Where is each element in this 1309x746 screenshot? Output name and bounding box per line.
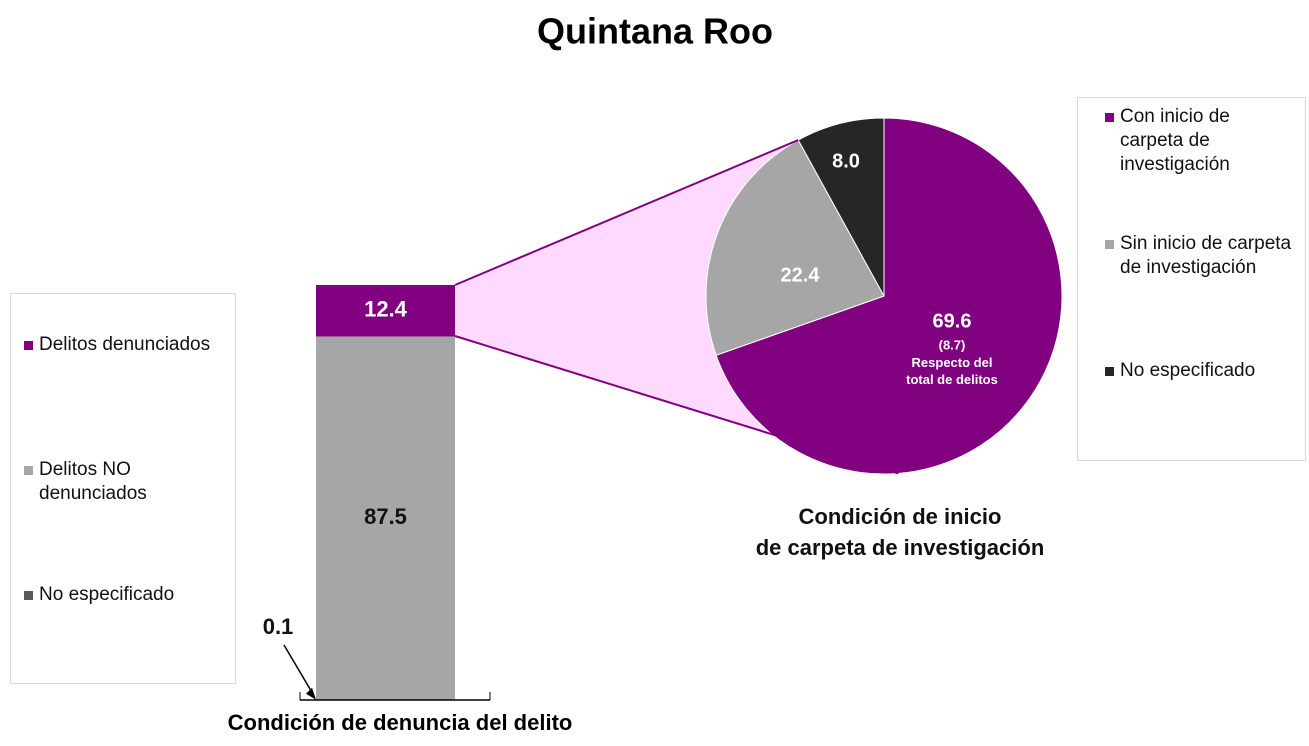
legend-box: [1077, 97, 1306, 461]
legend-label: Sin inicio de carpeta de investigación: [1120, 233, 1292, 278]
legend-swatch: [24, 341, 33, 350]
data-label: 0.1: [263, 614, 294, 639]
legend-swatch: [24, 466, 33, 475]
arrow-head: [306, 687, 316, 700]
legend-item: Sin inicio de carpeta de investigación: [1105, 232, 1295, 280]
bar-segment: [316, 285, 455, 337]
legend-item: No especificado: [1105, 359, 1295, 383]
data-label: 22.4: [781, 264, 821, 286]
leader-arrow: [283, 644, 315, 697]
legend-label: No especificado: [1120, 360, 1256, 381]
chart-title: Quintana Roo: [537, 11, 773, 52]
x-axis-label: Condición de denuncia del delito: [228, 710, 573, 735]
legend-item: Con inicio de carpeta de investigación: [1105, 105, 1295, 177]
legend-label: Delitos denunciados: [39, 334, 211, 355]
legend-item: Delitos denunciados: [24, 333, 224, 357]
note-text: Respecto del total de delitos: [906, 355, 998, 387]
legend-swatch: [1105, 113, 1114, 122]
bar-segment: [316, 336, 455, 700]
note-value: (8.7): [939, 337, 966, 352]
legend-label: No especificado: [39, 584, 175, 605]
legend-swatch: [1105, 367, 1114, 376]
pie-title: Condición de inicio: [799, 504, 1002, 529]
connector-edge: [454, 335, 899, 475]
legend-box: [10, 293, 236, 684]
pie-slice: [705, 139, 885, 356]
pie-title: de carpeta de investigación: [756, 535, 1045, 560]
connector-edge: [454, 139, 799, 286]
pie-slice: [797, 117, 885, 297]
data-label: 87.5: [364, 504, 407, 529]
data-label: 12.4: [364, 297, 408, 322]
data-label: 8.0: [832, 150, 860, 172]
legend-item: No especificado: [24, 583, 224, 607]
pie-slice: [715, 117, 1063, 475]
data-label: 69.6: [933, 310, 972, 332]
legend-swatch: [24, 591, 33, 600]
legend-label: Delitos NO denunciados: [39, 459, 147, 504]
legend-swatch: [1105, 240, 1114, 249]
legend-label: Con inicio de carpeta de investigación: [1120, 106, 1230, 175]
legend-item: Delitos NO denunciados: [24, 458, 224, 506]
